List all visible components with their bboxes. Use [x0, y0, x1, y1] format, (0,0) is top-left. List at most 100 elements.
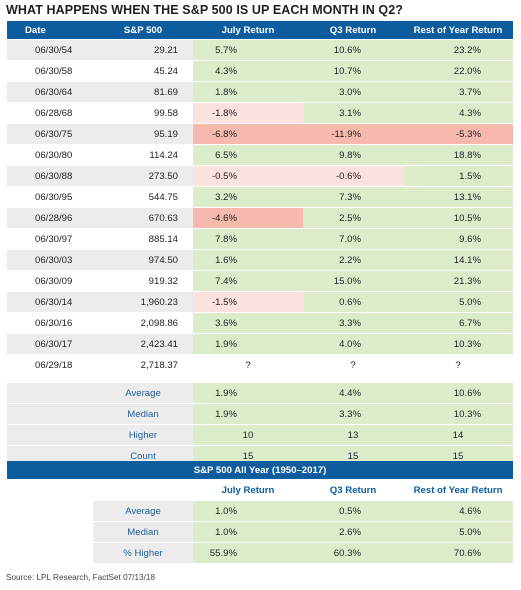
- summary-spacer: [7, 424, 93, 446]
- cell-july-return: 1.9%: [193, 333, 303, 355]
- all-year-july: 1.0%: [193, 500, 303, 522]
- cell-rest-of-year-return: 14.1%: [403, 249, 513, 271]
- cell-sp500: 2,718.37: [93, 354, 193, 376]
- cell-q3-return: 7.0%: [303, 228, 403, 250]
- all-year-q3: 60.3%: [303, 542, 403, 563]
- summary-label: Higher: [93, 424, 193, 446]
- cell-july-return: 3.6%: [193, 312, 303, 334]
- all-year-title: S&P 500 All Year (1950–2017): [7, 461, 514, 480]
- cell-rest-of-year-return: -5.3%: [403, 123, 513, 145]
- cell-sp500: 273.50: [93, 165, 193, 187]
- cell-date: 06/30/54: [7, 39, 93, 61]
- cell-sp500: 95.19: [93, 123, 193, 145]
- all-year-q3: 0.5%: [303, 500, 403, 522]
- cell-rest-of-year-return: 1.5%: [403, 165, 513, 187]
- cell-q3-return: 9.8%: [303, 144, 403, 166]
- summary-label: Count: [93, 445, 193, 466]
- cell-q3-return: 3.0%: [303, 81, 403, 103]
- table-row: 06/30/97 885.14 7.8% 7.0% 9.6%: [7, 228, 513, 250]
- cell-sp500: 1,960.23: [93, 291, 193, 313]
- cell-sp500: 919.32: [93, 270, 193, 292]
- cell-rest-of-year-return: 6.7%: [403, 312, 513, 334]
- summary-july: 1.9%: [193, 403, 303, 425]
- chart-title: WHAT HAPPENS WHEN THE S&P 500 IS UP EACH…: [6, 3, 404, 17]
- all-year-header-row: July Return Q3 Return Rest of Year Retur…: [7, 479, 514, 501]
- summary-rest: 10.6%: [403, 382, 513, 404]
- summary-row: Average 1.9% 4.4% 10.6%: [7, 382, 513, 404]
- cell-date: 06/30/95: [7, 186, 93, 208]
- table-row: 06/28/96 670.63 -4.6% 2.5% 10.5%: [7, 207, 513, 229]
- cell-date: 06/30/97: [7, 228, 93, 250]
- cell-rest-of-year-return: 22.0%: [403, 60, 513, 82]
- cell-date: 06/30/58: [7, 60, 93, 82]
- table-row: 06/30/14 1,960.23 -1.5% 0.6% 5.0%: [7, 291, 513, 313]
- cell-rest-of-year-return: 13.1%: [403, 186, 513, 208]
- all-year-rest: 70.6%: [403, 542, 514, 563]
- all-year-label: Average: [93, 500, 193, 522]
- summary-row: Count 15 15 15: [7, 445, 513, 466]
- all-year-july: 1.0%: [193, 521, 303, 543]
- cell-date: 06/30/75: [7, 123, 93, 145]
- cell-sp500: 114.24: [93, 144, 193, 166]
- cell-rest-of-year-return: 4.3%: [403, 102, 513, 124]
- main-table: Date S&P 500 July Return Q3 Return Rest …: [7, 21, 513, 466]
- all-year-spacer: [7, 542, 93, 563]
- cell-rest-of-year-return: 21.3%: [403, 270, 513, 292]
- cell-q3-return: -0.6%: [303, 165, 403, 187]
- cell-rest-of-year-return: ?: [403, 354, 513, 376]
- cell-july-return: 1.8%: [193, 81, 303, 103]
- cell-rest-of-year-return: 10.5%: [403, 207, 513, 229]
- summary-q3: 15: [303, 445, 403, 466]
- table-row: 06/30/09 919.32 7.4% 15.0% 21.3%: [7, 270, 513, 292]
- summary-rest: 14: [403, 424, 513, 446]
- cell-july-return: 6.5%: [193, 144, 303, 166]
- summary-rest: 15: [403, 445, 513, 466]
- cell-rest-of-year-return: 10.3%: [403, 333, 513, 355]
- cell-date: 06/30/17: [7, 333, 93, 355]
- cell-q3-return: 3.3%: [303, 312, 403, 334]
- summary-q3: 13: [303, 424, 403, 446]
- header-row: Date S&P 500 July Return Q3 Return Rest …: [7, 21, 513, 40]
- cell-july-return: 3.2%: [193, 186, 303, 208]
- cell-q3-return: 15.0%: [303, 270, 403, 292]
- cell-q3-return: 2.2%: [303, 249, 403, 271]
- header-date: Date: [7, 21, 93, 40]
- cell-july-return: ?: [193, 354, 303, 376]
- cell-date: 06/30/80: [7, 144, 93, 166]
- header-july-return: July Return: [193, 21, 303, 40]
- summary-label: Average: [93, 382, 193, 404]
- cell-july-return: 4.3%: [193, 60, 303, 82]
- table-row: 06/30/95 544.75 3.2% 7.3% 13.1%: [7, 186, 513, 208]
- table-row: 06/30/80 114.24 6.5% 9.8% 18.8%: [7, 144, 513, 166]
- all-year-table: S&P 500 All Year (1950–2017) July Return…: [7, 461, 514, 563]
- cell-sp500: 45.24: [93, 60, 193, 82]
- all-year-header-q3: Q3 Return: [303, 479, 403, 501]
- cell-sp500: 2,423.41: [93, 333, 193, 355]
- cell-q3-return: ?: [303, 354, 403, 376]
- cell-q3-return: 2.5%: [303, 207, 403, 229]
- all-year-q3: 2.6%: [303, 521, 403, 543]
- cell-sp500: 670.63: [93, 207, 193, 229]
- cell-date: 06/30/09: [7, 270, 93, 292]
- table-row: 06/30/88 273.50 -0.5% -0.6% 1.5%: [7, 165, 513, 187]
- table-row: 06/30/03 974.50 1.6% 2.2% 14.1%: [7, 249, 513, 271]
- table-row: 06/28/68 99.58 -1.8% 3.1% 4.3%: [7, 102, 513, 124]
- source-note: Source: LPL Research, FactSet 07/13/18: [6, 573, 155, 582]
- cell-sp500: 29.21: [93, 39, 193, 61]
- all-year-row: Median 1.0% 2.6% 5.0%: [7, 521, 514, 543]
- cell-rest-of-year-return: 18.8%: [403, 144, 513, 166]
- cell-sp500: 974.50: [93, 249, 193, 271]
- header-q3-return: Q3 Return: [303, 21, 403, 40]
- cell-sp500: 99.58: [93, 102, 193, 124]
- table-row: 06/30/64 81.69 1.8% 3.0% 3.7%: [7, 81, 513, 103]
- cell-rest-of-year-return: 5.0%: [403, 291, 513, 313]
- cell-rest-of-year-return: 23.2%: [403, 39, 513, 61]
- cell-sp500: 81.69: [93, 81, 193, 103]
- cell-rest-of-year-return: 9.6%: [403, 228, 513, 250]
- all-year-label: Median: [93, 521, 193, 543]
- cell-july-return: 7.8%: [193, 228, 303, 250]
- cell-date: 06/30/03: [7, 249, 93, 271]
- cell-sp500: 544.75: [93, 186, 193, 208]
- all-year-title-row: S&P 500 All Year (1950–2017): [7, 461, 514, 480]
- cell-rest-of-year-return: 3.7%: [403, 81, 513, 103]
